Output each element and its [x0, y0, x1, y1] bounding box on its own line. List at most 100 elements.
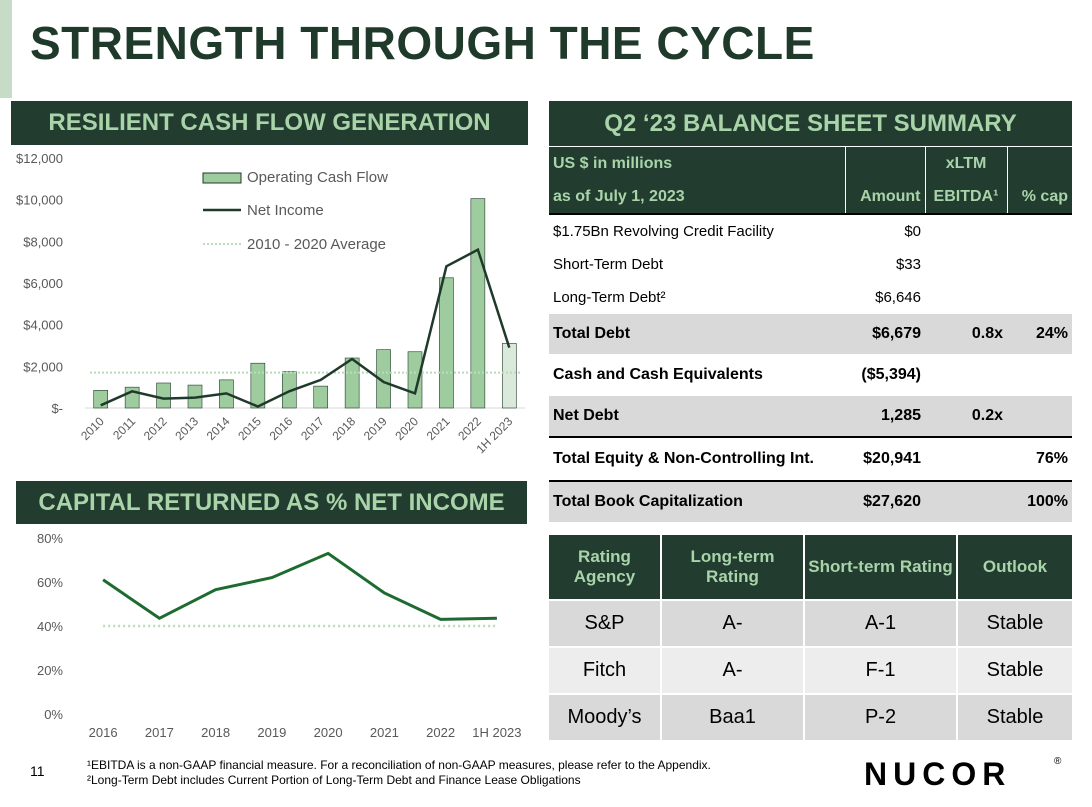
header-rating-agency: Rating Agency — [549, 535, 662, 600]
long-term: A- — [661, 646, 805, 694]
header-long-term-rating: Long-term Rating — [661, 535, 805, 600]
row-ebitda — [925, 281, 1007, 314]
y-tick-label: $- — [51, 401, 63, 416]
y-tick-label: $4,000 — [23, 318, 63, 333]
page-number: 11 — [30, 763, 45, 779]
y-tick-label: $6,000 — [23, 276, 63, 291]
bar-operating-cash-flow — [439, 277, 454, 409]
row-pct: 24% — [1007, 314, 1072, 354]
table-row-net-debt: Net Debt 1,285 0.2x — [549, 396, 1072, 437]
header-units: US $ in millions — [549, 147, 846, 180]
row-amount: $0 — [904, 223, 921, 240]
row-ebitda: 0.2x — [925, 396, 1007, 437]
bar-operating-cash-flow — [313, 385, 329, 409]
x-tick-label: 2021 — [370, 725, 399, 740]
x-tick-label: 2020 — [314, 725, 343, 740]
y-tick-label: 80% — [37, 531, 63, 546]
header-outlook: Outlook — [957, 535, 1072, 600]
row-pct: 76% — [1007, 436, 1072, 481]
row-label: $1.75Bn Revolving Credit Facility — [553, 223, 774, 240]
header-xltm: xLTM — [925, 147, 1008, 180]
row-ebitda — [925, 248, 1007, 281]
capital-returned-line — [102, 551, 497, 621]
x-tick-label: 2018 — [201, 725, 230, 740]
row-label: Total Book Capitalization — [549, 480, 845, 522]
x-tick-label: 2013 — [172, 414, 201, 443]
row-label: Cash and Cash Equivalents — [553, 366, 763, 383]
row-label: Total Debt — [549, 314, 845, 354]
x-tick-label: 2022 — [426, 725, 455, 740]
header-ebitda: EBITDA¹ — [925, 180, 1008, 215]
row-amount: ($5,394) — [861, 366, 921, 383]
nucor-logo: NUCOR — [864, 756, 1012, 792]
x-tick-label: 2010 — [78, 414, 107, 443]
x-tick-label: 2019 — [257, 725, 286, 740]
header-pct-cap: % cap — [1007, 180, 1072, 215]
net-income-line — [100, 247, 511, 408]
title-accent-bar — [0, 0, 12, 98]
ratings-row-fitch: Fitch A- F-1 Stable — [549, 646, 1072, 694]
x-tick-label: 2017 — [145, 725, 174, 740]
x-tick-label: 2019 — [361, 414, 390, 443]
outlook: Stable — [957, 646, 1072, 694]
bar-operating-cash-flow — [156, 382, 171, 409]
x-tick-label: 2020 — [392, 414, 421, 443]
table-row-total-book-cap: Total Book Capitalization $27,620 100% — [549, 480, 1072, 522]
header-amount: Amount — [845, 180, 926, 215]
legend-label-net-income: Net Income — [247, 202, 324, 219]
x-tick-label: 2011 — [110, 414, 138, 442]
footnote-1: ¹EBITDA is a non-GAAP financial measure.… — [87, 758, 711, 772]
legend-swatch-operating-cash-flow — [202, 172, 242, 184]
row-pct — [1007, 214, 1072, 248]
agency: Moody’s — [549, 693, 662, 740]
row-pct — [1007, 396, 1072, 437]
row-ebitda — [925, 354, 1007, 396]
table-row: $1.75Bn Revolving Credit Facility $0 — [549, 214, 1072, 248]
cash-flow-chart: Operating Cash Flow Net Income 2010 - 20… — [16, 151, 525, 456]
cash-flow-banner: RESILIENT CASH FLOW GENERATION — [11, 101, 528, 145]
row-amount: $6,646 — [875, 289, 921, 306]
x-tick-label: 2015 — [235, 414, 264, 443]
agency: S&P — [549, 599, 662, 647]
x-tick-label: 2021 — [424, 414, 453, 443]
header-blank — [845, 147, 926, 180]
long-term: A- — [661, 599, 805, 647]
bar-operating-cash-flow — [501, 343, 517, 409]
ratings-row-moodys: Moody’s Baa1 P-2 Stable — [549, 693, 1072, 740]
row-ebitda — [925, 436, 1007, 481]
y-tick-label: $12,000 — [16, 151, 63, 166]
short-term: F-1 — [804, 646, 958, 694]
x-tick-label: 2016 — [267, 414, 296, 443]
row-amount: 1,285 — [845, 396, 925, 437]
row-label: Long-Term Debt² — [553, 289, 666, 306]
long-term: Baa1 — [661, 693, 805, 740]
bar-operating-cash-flow — [376, 349, 391, 409]
balance-sheet-header-row-2: as of July 1, 2023 Amount EBITDA¹ % cap — [549, 180, 1072, 215]
row-amount: $20,941 — [845, 436, 925, 481]
capital-returned-banner: CAPITAL RETURNED AS % NET INCOME — [16, 481, 527, 524]
table-row-cash: Cash and Cash Equivalents ($5,394) — [549, 354, 1072, 396]
x-tick-label: 2016 — [89, 725, 118, 740]
registered-mark: ® — [1054, 756, 1062, 767]
x-tick-label: 2012 — [141, 414, 170, 443]
ratings-row-sp: S&P A- A-1 Stable — [549, 599, 1072, 647]
row-pct — [1007, 354, 1072, 396]
outlook: Stable — [957, 599, 1072, 647]
x-tick-label: 2018 — [329, 414, 358, 443]
short-term: P-2 — [804, 693, 958, 740]
outlook: Stable — [957, 693, 1072, 740]
y-tick-label: 0% — [44, 707, 63, 722]
header-short-term-rating: Short-term Rating — [804, 535, 958, 600]
row-pct — [1007, 281, 1072, 314]
y-tick-label: $10,000 — [16, 193, 63, 208]
balance-sheet-banner: Q2 ‘23 BALANCE SHEET SUMMARY — [549, 101, 1072, 146]
balance-sheet-header-row-1: US $ in millions xLTM — [549, 147, 1072, 180]
header-blank — [1007, 147, 1072, 180]
short-term: A-1 — [804, 599, 958, 647]
bar-operating-cash-flow — [470, 198, 486, 409]
ratings-table: Rating Agency Long-term Rating Short-ter… — [549, 535, 1072, 740]
bar-operating-cash-flow — [250, 362, 266, 409]
row-amount: $6,679 — [845, 314, 925, 354]
balance-sheet-table: US $ in millions xLTM as of July 1, 2023… — [549, 147, 1072, 522]
header-as-of: as of July 1, 2023 — [549, 180, 846, 215]
